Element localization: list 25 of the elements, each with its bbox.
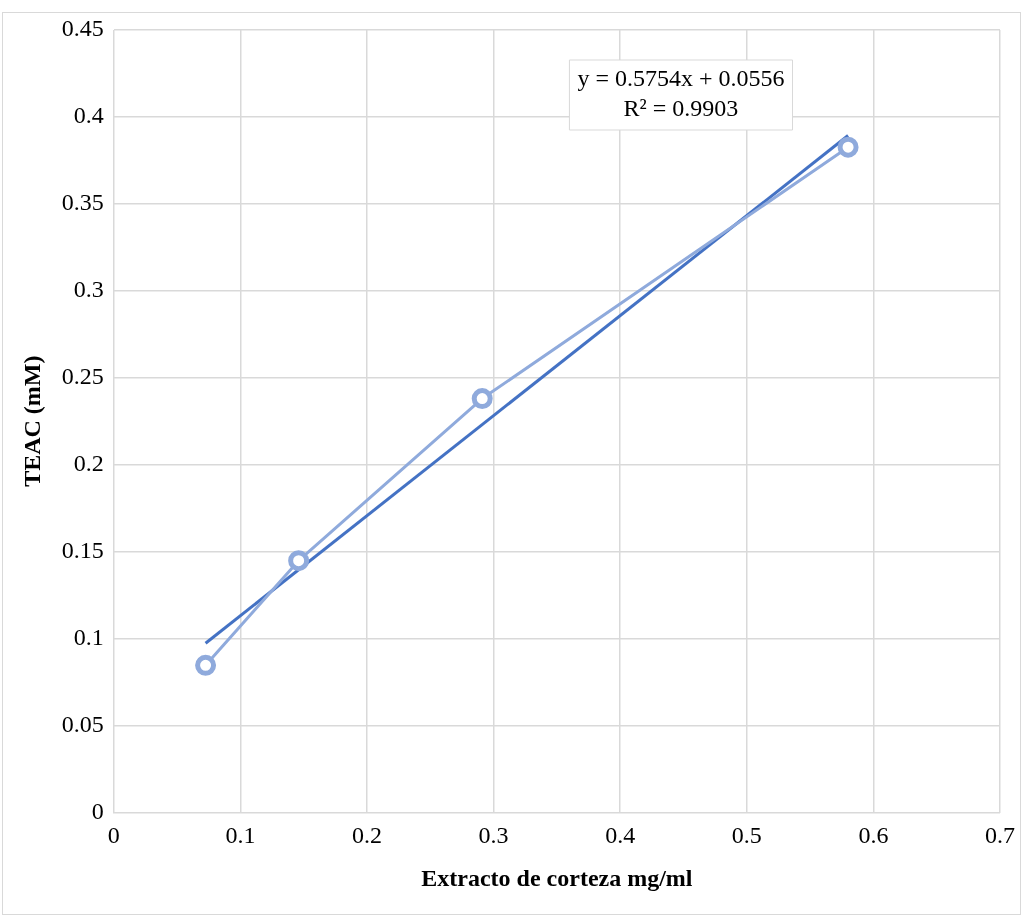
y-axis-title: TEAC (mM) <box>18 355 45 487</box>
x-tick-label: 0.3 <box>478 822 509 849</box>
x-tick-label: 0.6 <box>858 822 889 849</box>
y-tick-label: 0.05 <box>61 710 104 737</box>
x-axis-title: Extracto de corteza mg/ml <box>421 864 693 891</box>
y-tick-label: 0.45 <box>61 15 104 42</box>
point <box>837 136 859 158</box>
y-tick-label: 0.1 <box>73 623 104 650</box>
x-tick-label: 0.4 <box>605 822 636 849</box>
annotation: y = 0.5754x + 0.0556 <box>577 65 785 92</box>
x-tick-label: 0.7 <box>985 822 1015 849</box>
y-tick-label: 0.4 <box>73 102 104 129</box>
y-tick-label: 0.15 <box>61 536 104 563</box>
y-tick-label: 0 <box>91 797 104 824</box>
annotation: R² = 0.9903 <box>623 95 739 122</box>
x-tick-label: 0.5 <box>731 822 762 849</box>
x-tick-label: 0.1 <box>225 822 256 849</box>
y-tick-label: 0.25 <box>61 363 104 390</box>
x-tick-label: 0.2 <box>352 822 382 849</box>
point <box>195 654 217 676</box>
y-tick-label: 0.35 <box>61 189 104 216</box>
point <box>288 550 310 572</box>
point <box>471 388 493 410</box>
y-tick-label: 0.2 <box>73 449 104 476</box>
y-tick-label: 0.3 <box>73 276 104 303</box>
